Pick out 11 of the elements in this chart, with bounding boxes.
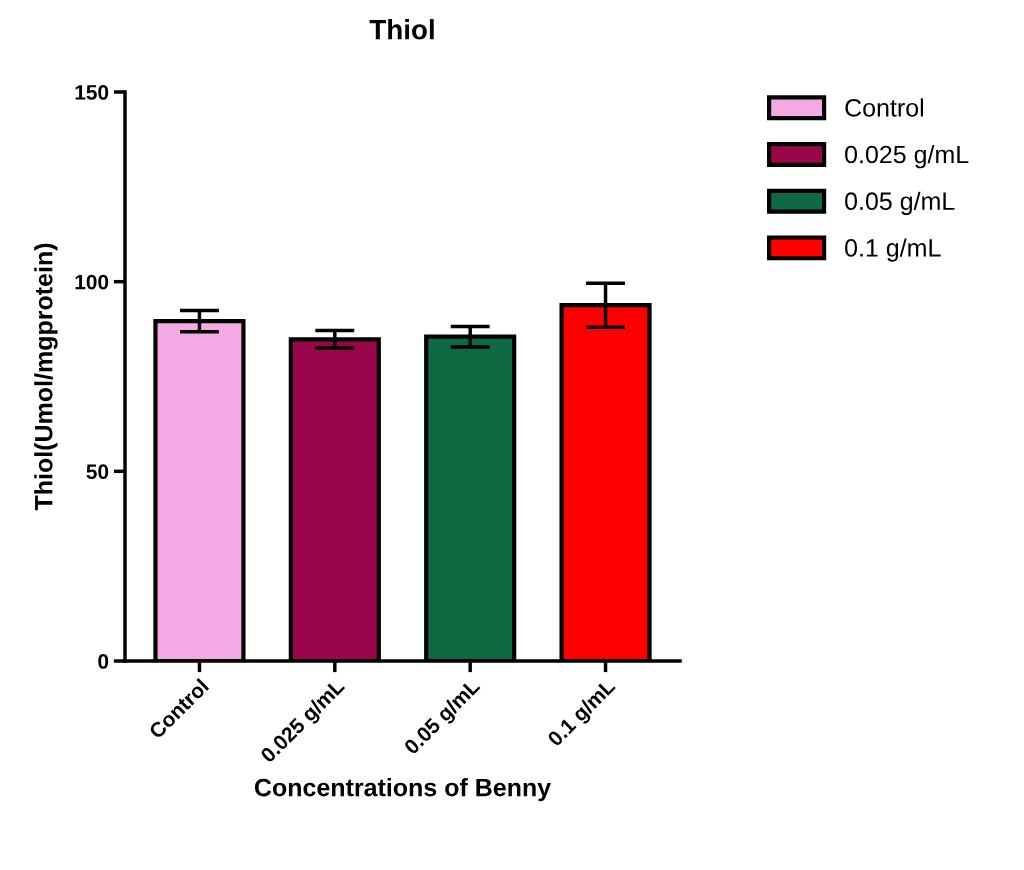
chart-title: Thiol: [369, 19, 434, 40]
y-tick-label: 150: [75, 85, 109, 100]
legend-label: Control: [845, 98, 924, 117]
legend-label: 0.1 g/mL: [845, 238, 941, 262]
y-tick-label: 100: [75, 274, 109, 290]
y-tick-label: 50: [86, 464, 109, 480]
legend-label: 0.025 g/mL: [845, 145, 969, 169]
x-axis-title: Concentrations of Benny: [254, 778, 551, 802]
y-axis-title: Thiol(Umol/mgprotein): [34, 243, 58, 511]
y-tick-label: 0: [98, 654, 109, 669]
legend-label: 0.05 g/mL: [845, 191, 955, 215]
